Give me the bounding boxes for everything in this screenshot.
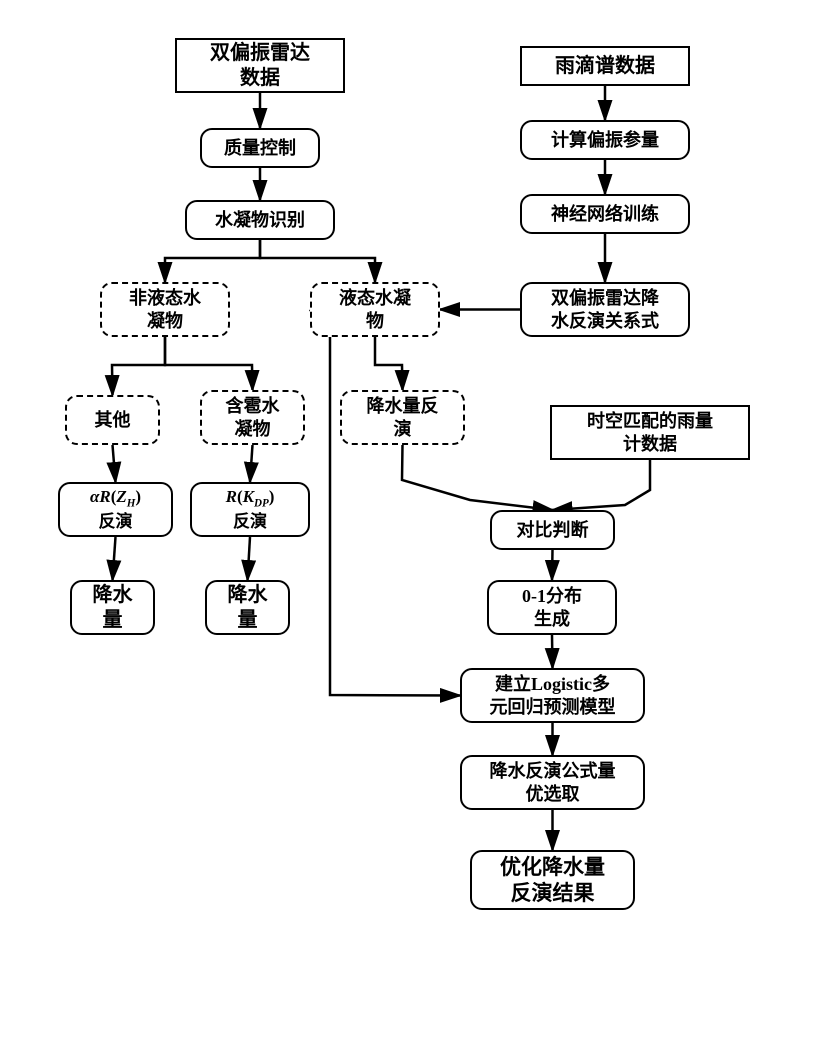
node-n16: 降水 量: [205, 580, 290, 635]
node-n7: 双偏振雷达降 水反演关系式: [520, 282, 690, 337]
node-n13: αR(ZH)反演: [58, 482, 173, 537]
node-n15: 降水 量: [70, 580, 155, 635]
node-n8: 非液态水 凝物: [100, 282, 230, 337]
node-n12: 降水量反 演: [340, 390, 465, 445]
node-n4: 雨滴谱数据: [520, 46, 690, 86]
node-n11: 含雹水 凝物: [200, 390, 305, 445]
node-n19: 0-1分布 生成: [487, 580, 617, 635]
node-n5: 计算偏振参量: [520, 120, 690, 160]
node-n18: 对比判断: [490, 510, 615, 550]
node-n10: 其他: [65, 395, 160, 445]
node-n20: 建立Logistic多 元回归预测模型: [460, 668, 645, 723]
node-n1: 双偏振雷达 数据: [175, 38, 345, 93]
node-n3: 水凝物识别: [185, 200, 335, 240]
node-n9: 液态水凝 物: [310, 282, 440, 337]
node-n22: 优化降水量 反演结果: [470, 850, 635, 910]
node-n14: R(KDP)反演: [190, 482, 310, 537]
node-n17: 时空匹配的雨量 计数据: [550, 405, 750, 460]
node-n2: 质量控制: [200, 128, 320, 168]
node-n6: 神经网络训练: [520, 194, 690, 234]
node-n21: 降水反演公式量 优选取: [460, 755, 645, 810]
